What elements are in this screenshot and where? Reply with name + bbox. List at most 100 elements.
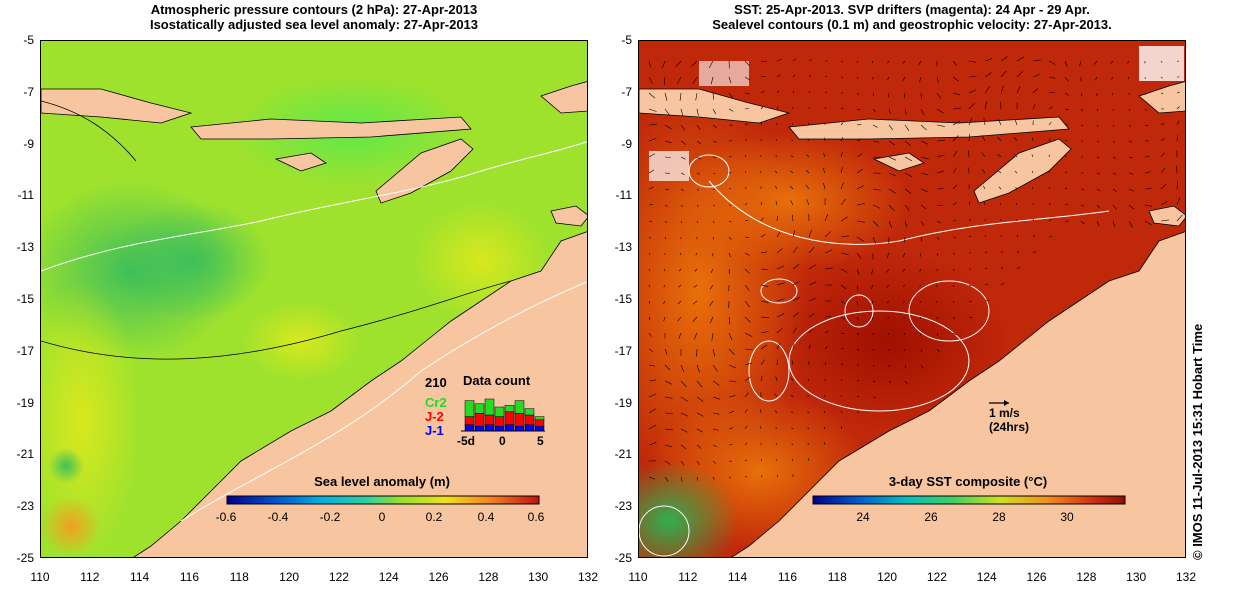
velocity-arrow <box>680 188 684 191</box>
right-title-line1: SST: 25-Apr-2013. SVP drifters (magenta)… <box>734 2 1090 17</box>
velocity-arrow <box>728 172 732 174</box>
velocity-arrow <box>1016 266 1021 270</box>
histogram-bar <box>504 424 515 432</box>
velocity-arrow <box>728 220 732 223</box>
y-tick-label: -15 <box>614 292 632 306</box>
sea-level-contour <box>748 340 790 402</box>
velocity-arrow <box>1176 181 1179 190</box>
velocity-arrow <box>806 154 810 158</box>
velocity-arrow <box>791 123 794 126</box>
velocity-arrow <box>1031 154 1034 158</box>
velocity-arrow <box>904 172 913 178</box>
velocity-arrow <box>920 204 927 210</box>
velocity-arrow <box>776 327 783 334</box>
velocity-arrow <box>728 252 731 258</box>
velocity-arrow <box>952 167 957 174</box>
velocity-arrow <box>696 428 703 433</box>
velocity-arrow <box>952 184 957 190</box>
velocity-arrow <box>1064 139 1068 142</box>
velocity-arrow <box>920 140 929 145</box>
velocity-arrow <box>648 252 651 255</box>
y-tick-label: -5 <box>23 33 34 47</box>
velocity-arrow <box>1096 156 1100 159</box>
y-tick-label: -23 <box>16 499 34 514</box>
velocity-arrow <box>984 284 988 286</box>
sst-map: 1 m/s (24hrs) <box>638 40 1186 558</box>
sea-level-contour <box>908 280 990 342</box>
velocity-arrow <box>664 396 673 399</box>
velocity-arrow <box>840 136 844 142</box>
y-tick-label: -19 <box>16 395 34 410</box>
velocity-arrow <box>693 332 698 340</box>
x-tick-label: 130 <box>1126 570 1147 584</box>
velocity-arrow <box>696 364 700 373</box>
pressure-contour <box>180 281 587 522</box>
velocity-arrow <box>936 92 942 99</box>
velocity-arrow <box>1064 76 1069 82</box>
velocity-arrow <box>664 124 672 130</box>
velocity-arrow <box>1096 220 1100 227</box>
velocity-arrow <box>920 108 925 116</box>
y-tick-label: -11 <box>615 188 632 203</box>
velocity-arrow <box>712 204 715 207</box>
x-tick-label: 120 <box>279 570 300 584</box>
velocity-arrow <box>968 300 972 303</box>
velocity-arrow <box>728 316 731 325</box>
histogram-label-zero: 0 <box>499 434 506 448</box>
velocity-arrow <box>728 155 732 158</box>
velocity-arrow <box>1014 170 1018 174</box>
velocity-arrow <box>920 364 924 369</box>
velocity-arrow <box>807 411 810 414</box>
velocity-arrow <box>760 60 767 63</box>
histogram-bar <box>504 411 515 425</box>
velocity-arrow <box>823 410 826 414</box>
velocity-arrow <box>1032 251 1037 254</box>
velocity-arrow <box>744 219 749 222</box>
y-tick-label: -25 <box>16 551 34 565</box>
velocity-arrow <box>790 170 794 174</box>
velocity-arrow <box>760 344 768 350</box>
velocity-arrow <box>1048 91 1055 94</box>
velocity-arrow <box>680 444 687 450</box>
velocity-arrow <box>692 300 698 305</box>
velocity-arrow <box>902 252 906 258</box>
velocity-arrow <box>904 156 913 162</box>
velocity-arrow <box>824 106 827 110</box>
velocity-arrow <box>776 90 779 94</box>
island <box>550 205 587 227</box>
velocity-arrow <box>648 153 655 158</box>
histogram-bar <box>464 424 475 432</box>
velocity-arrow <box>1128 156 1133 159</box>
velocity-arrow <box>1144 204 1153 207</box>
velocity-arrow <box>1096 124 1099 127</box>
histogram-bar <box>484 398 495 416</box>
velocity-arrow <box>968 89 977 94</box>
velocity-arrow <box>824 394 826 398</box>
velocity-arrow <box>712 396 720 400</box>
velocity-arrow <box>744 252 750 256</box>
sea-level-contour <box>708 180 1110 245</box>
velocity-arrow <box>663 284 666 288</box>
sst-warm-region <box>769 251 1009 431</box>
velocity-arrow <box>936 204 943 206</box>
velocity-arrow <box>744 76 751 81</box>
velocity-arrow <box>968 133 970 142</box>
velocity-arrow <box>840 410 842 414</box>
velocity-arrow <box>709 284 714 290</box>
velocity-arrow <box>919 252 922 257</box>
velocity-arrow <box>664 140 672 143</box>
velocity-arrow <box>871 300 874 305</box>
velocity-arrow <box>712 460 716 464</box>
x-tick-label: 124 <box>976 570 997 584</box>
velocity-arrow <box>680 460 685 466</box>
velocity-arrow <box>984 267 988 270</box>
velocity-arrow <box>952 268 955 271</box>
velocity-arrow <box>807 442 810 446</box>
y-tick-label: -9 <box>621 136 632 151</box>
velocity-arrow <box>792 58 797 62</box>
velocity-arrow <box>840 151 843 158</box>
velocity-arrow <box>1160 183 1167 190</box>
velocity-arrow <box>680 124 686 131</box>
velocity-arrow <box>902 76 906 81</box>
velocity-arrow <box>728 332 733 341</box>
